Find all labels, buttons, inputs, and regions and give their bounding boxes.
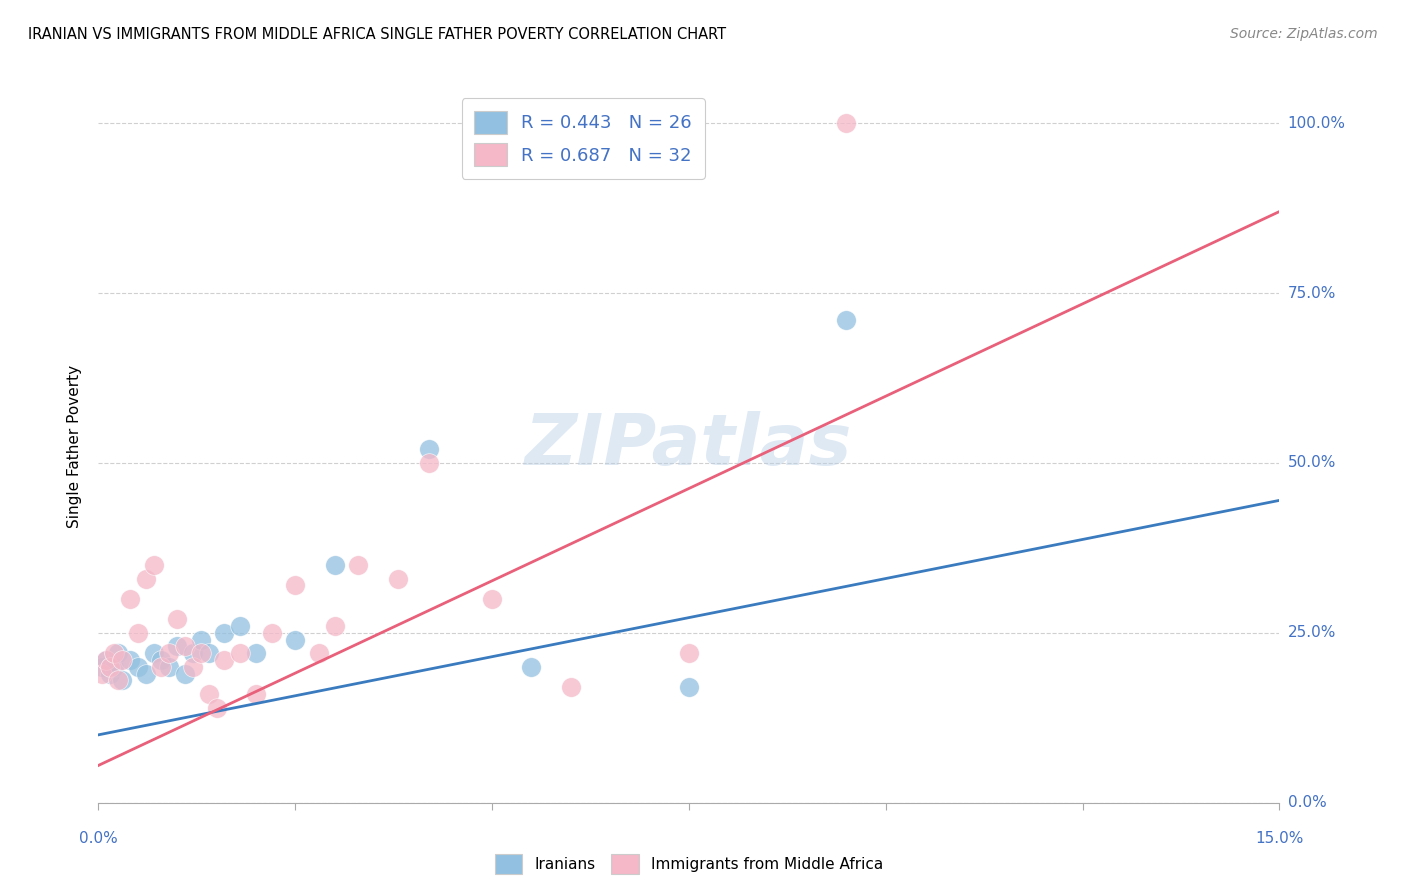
Point (284, 578, 307, 592)
Point (245, 687, 267, 701)
Point (214, 626, 236, 640)
Point (229, 619, 252, 633)
Point (157, 646, 180, 660)
Point (481, 591, 503, 606)
Point (174, 666, 197, 681)
Text: 0.0%: 0.0% (1288, 796, 1326, 810)
Text: IRANIAN VS IMMIGRANTS FROM MIDDLE AFRICA SINGLE FATHER POVERTY CORRELATION CHART: IRANIAN VS IMMIGRANTS FROM MIDDLE AFRICA… (28, 27, 727, 42)
Point (260, 626, 283, 640)
Point (214, 653, 236, 667)
Point (678, 646, 700, 660)
Point (387, 572, 409, 586)
Point (111, 673, 134, 688)
Point (174, 640, 197, 654)
Point (127, 626, 149, 640)
Point (91, 666, 114, 681)
Point (520, 660, 543, 674)
Point (96, 653, 118, 667)
Text: 100.0%: 100.0% (1288, 116, 1346, 131)
Point (91, 660, 114, 674)
Text: 50.0%: 50.0% (1288, 456, 1336, 470)
Point (103, 646, 125, 660)
Point (835, 116, 858, 130)
Point (418, 442, 440, 457)
Text: 25.0%: 25.0% (1288, 625, 1336, 640)
Point (111, 653, 134, 667)
Y-axis label: Single Father Poverty: Single Father Poverty (67, 365, 83, 527)
Point (197, 687, 219, 701)
Point (135, 666, 157, 681)
Point (190, 646, 212, 660)
Point (166, 640, 188, 654)
Text: 0.0%: 0.0% (79, 830, 118, 846)
Point (103, 660, 125, 674)
Text: ZIPatlas: ZIPatlas (526, 411, 852, 481)
Point (284, 632, 307, 647)
Point (98, 660, 121, 674)
Point (96, 653, 118, 667)
Point (166, 612, 188, 626)
Point (347, 558, 370, 572)
Point (150, 660, 173, 674)
Point (560, 680, 582, 694)
Point (157, 660, 180, 674)
Point (835, 313, 858, 327)
Point (245, 646, 267, 660)
Point (142, 646, 165, 660)
Point (142, 558, 165, 572)
Legend: R = 0.443   N = 26, R = 0.687   N = 32: R = 0.443 N = 26, R = 0.687 N = 32 (461, 98, 704, 179)
Point (323, 619, 346, 633)
Point (190, 632, 212, 647)
Point (181, 660, 204, 674)
Point (98, 666, 121, 681)
Point (181, 646, 204, 660)
Point (418, 456, 440, 470)
Point (678, 680, 700, 694)
Point (150, 653, 173, 667)
Point (118, 591, 141, 606)
Point (197, 646, 219, 660)
Text: Source: ZipAtlas.com: Source: ZipAtlas.com (1230, 27, 1378, 41)
Point (205, 700, 228, 714)
Point (323, 558, 346, 572)
Point (107, 646, 129, 660)
Text: 15.0%: 15.0% (1256, 830, 1303, 846)
Legend: Iranians, Immigrants from Middle Africa: Iranians, Immigrants from Middle Africa (489, 848, 889, 880)
Point (107, 673, 129, 688)
Point (118, 653, 141, 667)
Point (229, 646, 252, 660)
Text: 75.0%: 75.0% (1288, 285, 1336, 301)
Point (308, 646, 330, 660)
Point (135, 572, 157, 586)
Point (127, 660, 149, 674)
